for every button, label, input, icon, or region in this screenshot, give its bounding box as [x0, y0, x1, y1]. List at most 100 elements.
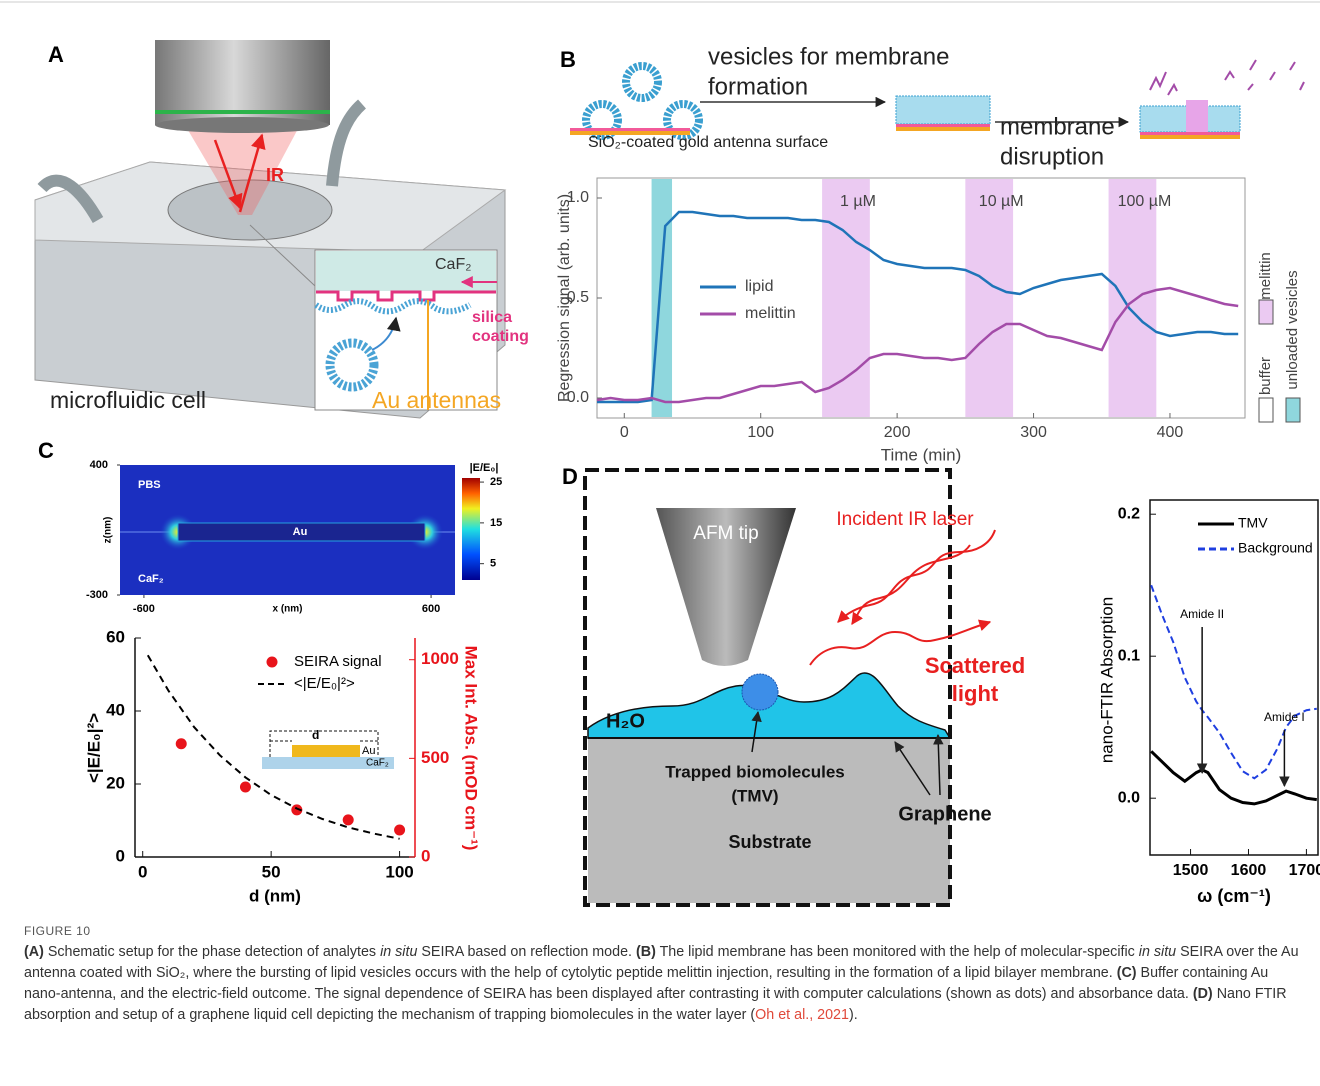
incident-label: Incident IR laser: [836, 509, 974, 530]
panel-a: A IR CaF₂ silica coating microfluidic ce…: [35, 40, 529, 418]
y-tick-label: 0.2: [1118, 505, 1140, 522]
region: [652, 179, 672, 417]
y2-axis-label: Max Int. Abs. (mOD cm⁻¹): [462, 646, 481, 851]
silica-layer: [896, 124, 990, 127]
x-axis-label: ω (cm⁻¹): [1197, 886, 1271, 906]
gold-layer: [1140, 135, 1240, 139]
legend-label: unloaded vesicles: [1284, 270, 1301, 389]
panel-label: A: [48, 42, 64, 67]
inset-antenna: [292, 745, 360, 757]
chart-b: 1 µM 10 µM 100 µM melittin buffer unloaded ve…: [556, 178, 1301, 464]
y-tick-label: 400: [90, 459, 108, 471]
region-label: 100 µM: [1118, 193, 1172, 210]
figure-label: FIGURE 10: [24, 924, 91, 938]
caption-label: (D): [1193, 986, 1213, 1002]
point: [394, 824, 405, 835]
x-tick-label: 100: [747, 424, 774, 441]
y-axis-label: Regression signal (arb. units): [556, 194, 573, 402]
x-tick-label: 200: [884, 424, 911, 441]
legend-label: melittin: [745, 305, 796, 322]
legend-swatch: [1259, 398, 1273, 422]
medium-label: CaF₂: [138, 573, 164, 585]
y-tick-label: 20: [106, 773, 125, 792]
caption-text: The lipid membrane has been monitored wi…: [660, 944, 1139, 960]
step-label: disruption: [1000, 143, 1104, 170]
colorbar: [462, 478, 480, 580]
region-label: 10 µM: [979, 193, 1024, 210]
y-tick-label: 0: [116, 846, 125, 865]
figure: A IR CaF₂ silica coating microfluidic ce…: [0, 0, 1320, 922]
legend-label: melittin: [1257, 252, 1274, 300]
medium-label: PBS: [138, 479, 161, 491]
coating-label: coating: [472, 328, 529, 345]
region: [1109, 179, 1157, 417]
trapped-label: Trapped biomolecules: [665, 762, 845, 781]
y2-tick-label: 0: [421, 846, 430, 865]
region: [965, 179, 1013, 417]
inset-label: Au: [362, 745, 375, 757]
panel-b-schematic: B vesicles for membrane formation SiO₂-c…: [560, 43, 1304, 170]
caption-text: ).: [849, 1007, 858, 1023]
ir-label: IR: [266, 165, 284, 185]
silica-layer: [570, 128, 690, 131]
legend-label: buffer: [1257, 357, 1274, 395]
peptides: [1150, 60, 1304, 95]
graphene-label: Graphene: [898, 803, 991, 825]
y2-tick-label: 500: [421, 748, 449, 767]
pore: [1186, 100, 1208, 132]
y-tick-label: 0.1: [1118, 647, 1140, 664]
tip-label: AFM tip: [693, 523, 758, 544]
caption-text: SEIRA based on reflection mode.: [417, 944, 632, 960]
caption-label: (C): [1117, 965, 1137, 981]
panel-label: D: [562, 464, 578, 489]
gold-layer: [896, 127, 990, 131]
y-axis-label: z(nm): [103, 517, 114, 544]
annotation: Amide II: [1180, 607, 1224, 621]
x-axis-label: Time (min): [881, 445, 962, 464]
step-label: formation: [708, 73, 808, 100]
region-label: 1 µM: [840, 193, 876, 210]
x-tick-label: 400: [1157, 424, 1184, 441]
substrate-label: Substrate: [728, 832, 811, 852]
panel-label: B: [560, 47, 576, 72]
point: [240, 781, 251, 792]
x-tick-label: 1500: [1173, 862, 1209, 879]
biomolecule: [742, 674, 778, 710]
step-label: membrane: [1000, 113, 1115, 140]
scattered-label: light: [952, 681, 999, 706]
legend-marker: [267, 657, 278, 668]
x-tick-label: 100: [385, 862, 413, 881]
x-axis-label: d (nm): [249, 886, 301, 905]
point: [343, 814, 354, 825]
caption-text: Schematic setup for the phase detection …: [48, 944, 380, 960]
x-tick-label: 300: [1020, 424, 1047, 441]
ir-wave: [852, 545, 970, 624]
panel-d-schematic: D AFM tip Incident IR laser Scattered li…: [562, 464, 1025, 905]
x-tick-label: 0: [138, 862, 147, 881]
vesicle: [626, 66, 658, 98]
colorbar-tick-label: 5: [490, 558, 496, 570]
y-tick-label: 40: [106, 700, 125, 719]
trapped-label: (TMV): [731, 786, 778, 805]
citation: Oh et al., 2021: [755, 1007, 849, 1023]
surface-label: SiO₂-coated gold antenna surface: [588, 134, 828, 151]
x-tick-label: 0: [620, 424, 629, 441]
colorbar-tick-label: 15: [490, 517, 502, 529]
substrate: [588, 735, 950, 903]
x-axis-label: x (nm): [273, 604, 303, 615]
colorbar-title: |E/E₀|: [470, 462, 499, 474]
bilayer: [896, 96, 990, 124]
annotation: Amide I: [1264, 710, 1305, 724]
inset-label: d: [312, 728, 319, 742]
y-axis-label: <|E/E₀|²>: [84, 713, 103, 783]
caption-label: (B): [636, 944, 656, 960]
y-axis-label: nano-FTIR Absorption: [1097, 597, 1116, 763]
region: [822, 179, 870, 417]
x-tick-label: 1700: [1289, 862, 1320, 879]
objective-base: [155, 117, 329, 133]
particle-label: Au: [293, 526, 308, 538]
cell-label: microfluidic cell: [50, 387, 206, 413]
tube: [332, 104, 362, 186]
coating-label: silica: [472, 309, 512, 326]
